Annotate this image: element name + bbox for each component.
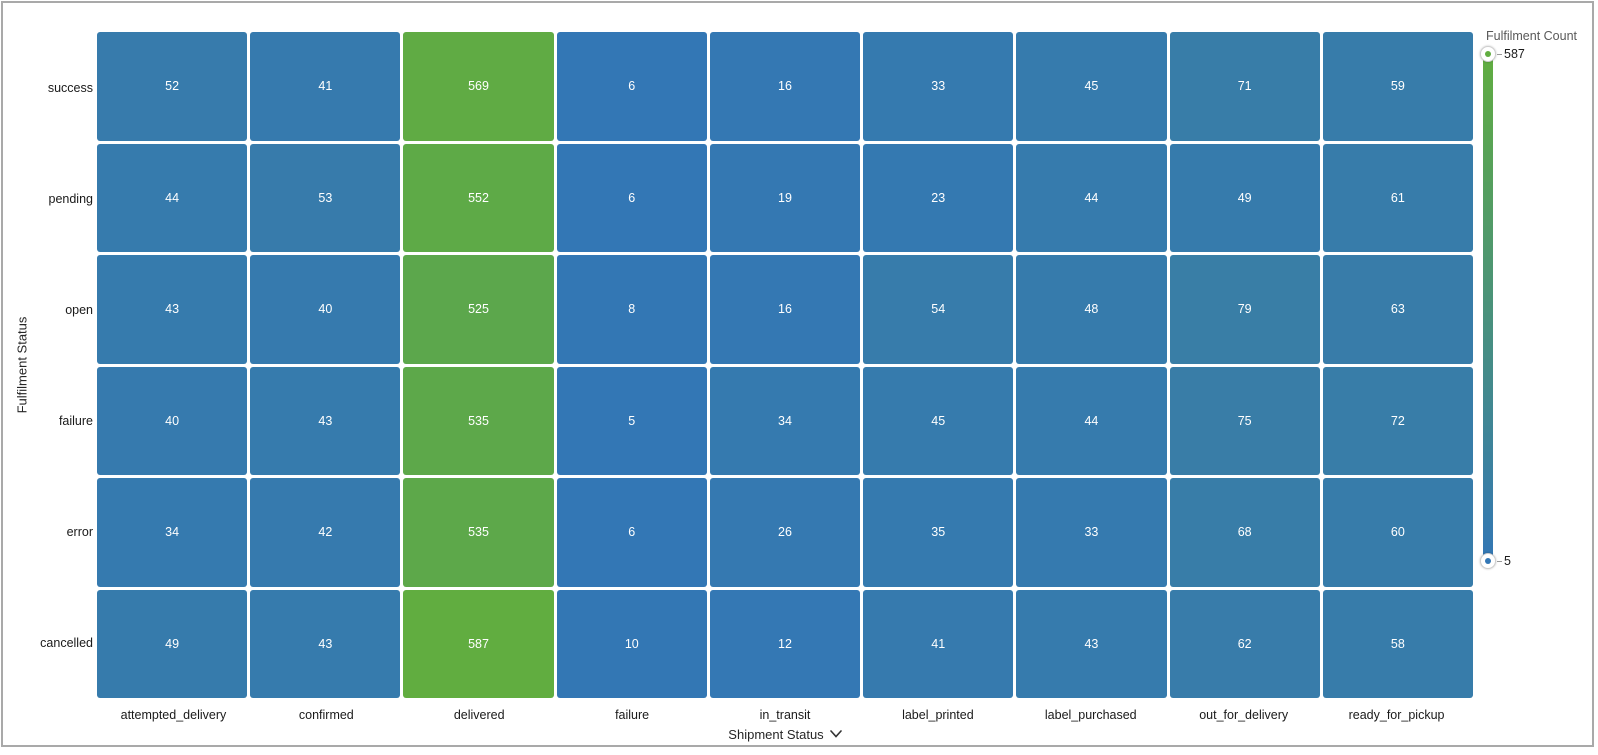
heatmap-cell[interactable]: 42 — [250, 478, 401, 587]
heatmap-cell[interactable]: 34 — [97, 478, 248, 587]
heatmap-cell[interactable]: 26 — [709, 478, 861, 587]
heatmap-cell[interactable]: 75 — [1169, 366, 1320, 475]
heatmap-cell[interactable]: 16 — [709, 255, 861, 364]
heatmap-cell[interactable]: 79 — [1169, 255, 1320, 364]
heatmap-cell[interactable]: 43 — [250, 589, 401, 698]
x-tick-label: label_printed — [902, 707, 974, 722]
heatmap-cell[interactable]: 48 — [1016, 255, 1167, 364]
heatmap-cell[interactable]: 44 — [1016, 366, 1167, 475]
heatmap-cell[interactable]: 10 — [556, 589, 707, 698]
heatmap-cell[interactable]: 61 — [1322, 143, 1473, 252]
y-tick-label: pending — [48, 191, 94, 206]
x-tick-label: label_purchased — [1044, 707, 1137, 722]
heatmap-cell[interactable]: 6 — [556, 478, 707, 587]
x-axis-title[interactable]: Shipment Status — [97, 725, 1473, 743]
heatmap-cell[interactable]: 6 — [556, 143, 707, 252]
heatmap-cell[interactable]: 34 — [709, 366, 861, 475]
heatmap-cell[interactable]: 33 — [1016, 478, 1167, 587]
y-tick-label: open — [65, 302, 93, 317]
x-tick-label: delivered — [453, 707, 505, 722]
heatmap-cell[interactable]: 525 — [403, 255, 554, 364]
heatmap-cell[interactable]: 72 — [1322, 366, 1473, 475]
heatmap-cell[interactable]: 71 — [1169, 32, 1320, 141]
heatmap-cell[interactable]: 35 — [863, 478, 1014, 587]
heatmap-grid: 52 41 569 6 16 33 45 71 59 44 53 552 6 19 23 44 49 61 43 40… — [97, 32, 1473, 698]
x-axis-title-label: Shipment Status — [728, 726, 824, 742]
heatmap-cell[interactable]: 5 — [556, 366, 707, 475]
y-tick-label: error — [66, 524, 93, 539]
x-tick-label: ready_for_pickup — [1348, 707, 1445, 722]
heatmap-cell[interactable]: 43 — [97, 255, 248, 364]
heatmap-cell[interactable]: 41 — [863, 589, 1014, 698]
heatmap-cell[interactable]: 16 — [709, 32, 861, 141]
x-tick-label: confirmed — [298, 707, 354, 722]
heatmap-cell[interactable]: 552 — [403, 143, 554, 252]
y-tick-labels: success pending open failure error cancelled — [3, 32, 93, 698]
heatmap-cell[interactable]: 8 — [556, 255, 707, 364]
heatmap-cell[interactable]: 49 — [97, 589, 248, 698]
legend-min-dash — [1497, 561, 1502, 562]
x-tick-label: failure — [615, 707, 650, 722]
heatmap-cell[interactable]: 52 — [97, 32, 248, 141]
heatmap-cell[interactable]: 49 — [1169, 143, 1320, 252]
legend-title: Fulfilment Count — [1486, 29, 1578, 43]
legend-min-marker — [1480, 553, 1496, 569]
heatmap-cell[interactable]: 45 — [863, 366, 1014, 475]
x-tick-label: out_for_delivery — [1199, 707, 1289, 722]
legend-max-label: 587 — [1504, 47, 1525, 61]
legend-gradient-bar — [1483, 54, 1493, 561]
heatmap-cell[interactable]: 68 — [1169, 478, 1320, 587]
heatmap-cell[interactable]: 60 — [1322, 478, 1473, 587]
heatmap-cell[interactable]: 6 — [556, 32, 707, 141]
y-tick-label: cancelled — [40, 635, 93, 650]
heatmap-cell[interactable]: 62 — [1169, 589, 1320, 698]
legend-max-dot — [1485, 51, 1491, 57]
legend-max-dash — [1497, 54, 1502, 55]
y-tick-label: failure — [58, 413, 93, 428]
heatmap-cell[interactable]: 535 — [403, 366, 554, 475]
y-tick-label: success — [47, 80, 93, 95]
heatmap-cell[interactable]: 12 — [709, 589, 861, 698]
heatmap-cell[interactable]: 41 — [250, 32, 401, 141]
heatmap-cell[interactable]: 54 — [863, 255, 1014, 364]
heatmap-cell[interactable]: 40 — [250, 255, 401, 364]
heatmap-cell[interactable]: 43 — [250, 366, 401, 475]
heatmap-cell[interactable]: 587 — [403, 589, 554, 698]
heatmap-cell[interactable]: 569 — [403, 32, 554, 141]
heatmap-cell[interactable]: 45 — [1016, 32, 1167, 141]
heatmap-cell[interactable]: 59 — [1322, 32, 1473, 141]
heatmap-cell[interactable]: 63 — [1322, 255, 1473, 364]
heatmap-cell[interactable]: 43 — [1016, 589, 1167, 698]
heatmap-cell[interactable]: 58 — [1322, 589, 1473, 698]
heatmap-cell[interactable]: 23 — [863, 143, 1014, 252]
x-tick-label: attempted_delivery — [120, 707, 227, 722]
heatmap-cell[interactable]: 53 — [250, 143, 401, 252]
heatmap-cell[interactable]: 19 — [709, 143, 861, 252]
chevron-down-icon[interactable] — [829, 730, 842, 738]
heatmap-cell[interactable]: 44 — [1016, 143, 1167, 252]
x-tick-labels: attempted_delivery confirmed delivered fail… — [97, 706, 1473, 723]
legend-max-marker — [1480, 46, 1496, 62]
legend-min-label: 5 — [1504, 554, 1511, 568]
legend-min-dot — [1485, 558, 1491, 564]
heatmap-cell[interactable]: 44 — [97, 143, 248, 252]
heatmap-cell[interactable]: 535 — [403, 478, 554, 587]
x-tick-label: in_transit — [759, 707, 811, 722]
heatmap-cell[interactable]: 40 — [97, 366, 248, 475]
heatmap-cell[interactable]: 33 — [863, 32, 1014, 141]
